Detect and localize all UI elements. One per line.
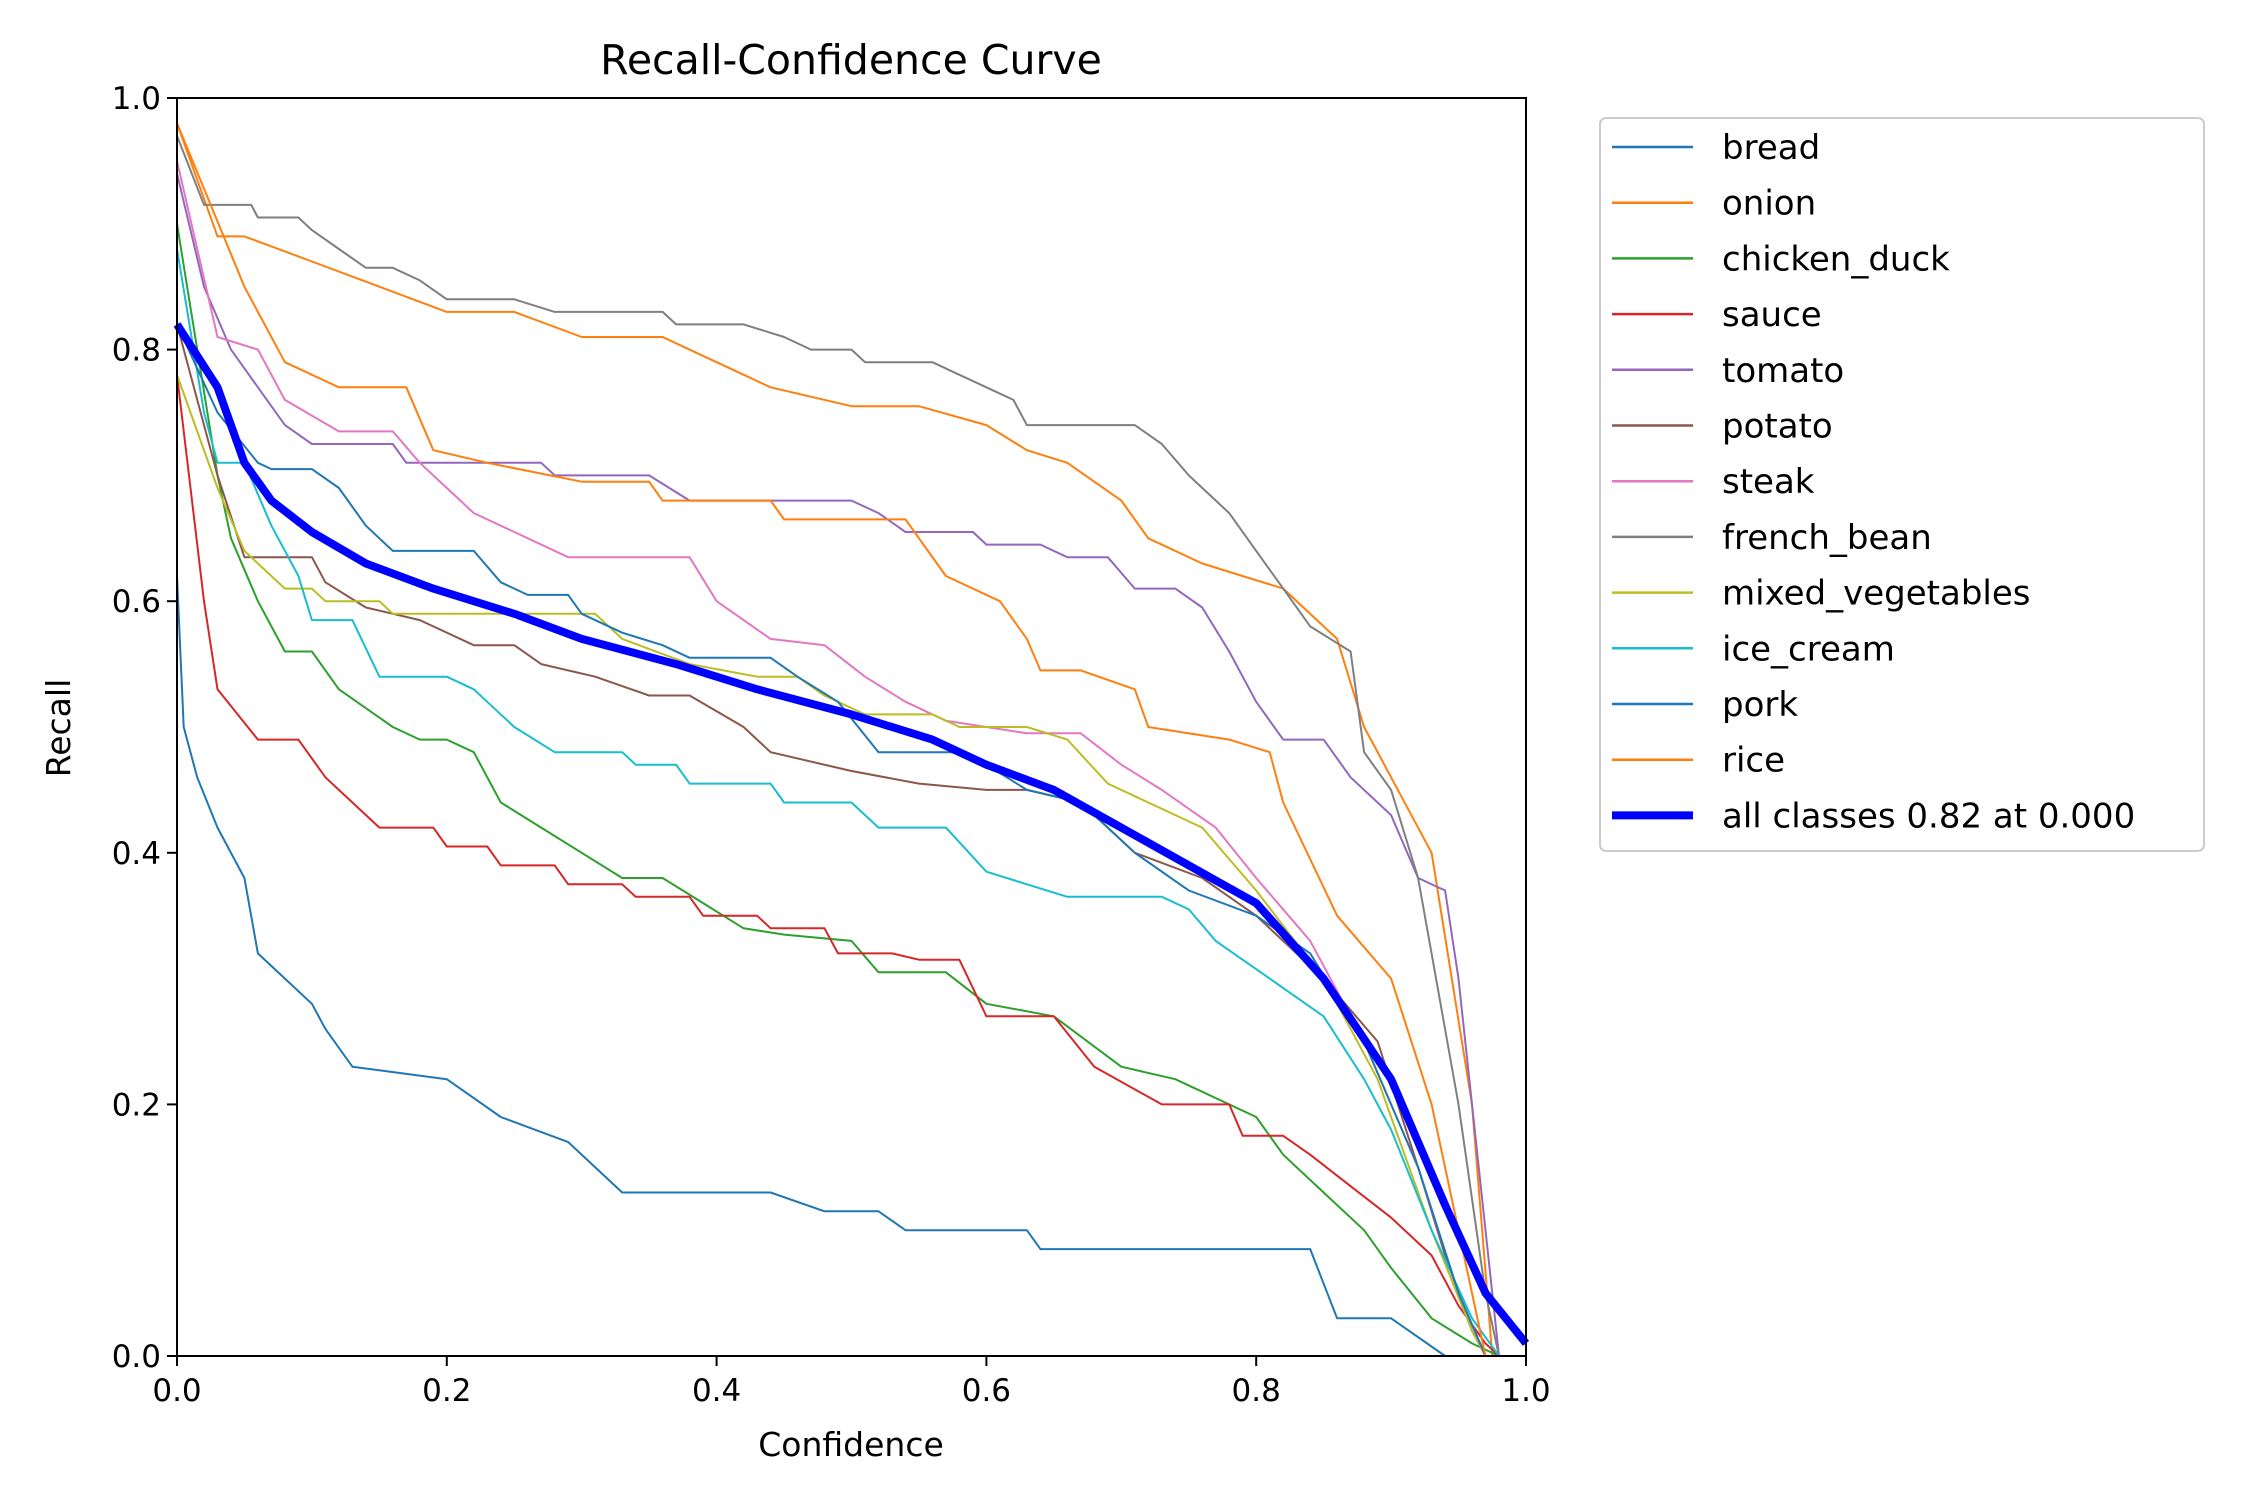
legend-label: rice — [1722, 741, 1785, 781]
x-tick-label: 0.0 — [152, 1373, 201, 1409]
legend-label: sauce — [1722, 295, 1822, 335]
series-line-potato — [176, 324, 1487, 1357]
legend-label: onion — [1722, 184, 1816, 224]
legend-label: mixed_vegetables — [1722, 574, 2031, 614]
series-line-rice — [176, 122, 1487, 1357]
plot-frame — [176, 97, 1527, 1357]
x-tick-label: 1.0 — [1501, 1373, 1550, 1409]
legend-label: all classes 0.82 at 0.000 — [1722, 796, 2135, 836]
series-line-onion — [176, 122, 1494, 1357]
series-line-tomato — [176, 173, 1500, 1357]
series-line-steak — [176, 160, 1487, 1357]
x-tick-label: 0.4 — [692, 1373, 741, 1409]
y-tick-label: 0.6 — [112, 584, 161, 620]
y-tick-label: 0.0 — [112, 1339, 161, 1375]
y-axis-label: Recall — [39, 679, 78, 777]
legend-label: tomato — [1722, 351, 1844, 391]
x-tick-label: 0.6 — [962, 1373, 1011, 1409]
y-tick-label: 0.2 — [112, 1087, 161, 1123]
series-line-mixed-vegetables — [176, 374, 1487, 1357]
legend-label: ice_cream — [1722, 629, 1895, 669]
series-line-ice-cream — [176, 248, 1500, 1357]
legend-label: steak — [1722, 462, 1815, 502]
legend-box — [1599, 117, 2205, 852]
series-line-all-classes-0-82-at-0-000 — [173, 322, 1530, 1346]
y-tick-label: 0.4 — [112, 836, 161, 872]
series-line-bread — [176, 575, 1446, 1357]
legend-label: bread — [1722, 128, 1820, 168]
chart-title: Recall-Confidence Curve — [600, 36, 1102, 84]
x-tick-label: 0.8 — [1232, 1373, 1281, 1409]
y-tick-label: 1.0 — [112, 81, 161, 117]
legend-label: chicken_duck — [1722, 239, 1950, 279]
series-line-sauce — [176, 374, 1500, 1357]
series-line-pork — [176, 323, 1487, 1357]
series-line-chicken-duck — [176, 223, 1500, 1357]
legend-label: pork — [1722, 685, 1798, 725]
series-lines — [173, 122, 1530, 1357]
series-line-french-bean — [176, 135, 1500, 1357]
x-axis-label: Confidence — [758, 1425, 944, 1464]
x-tick-label: 0.2 — [422, 1373, 471, 1409]
y-tick-label: 0.8 — [112, 333, 161, 369]
legend-label: potato — [1722, 407, 1833, 447]
legend-label: french_bean — [1722, 518, 1932, 558]
axis-ticks: 0.0 0.2 0.4 0.6 0.8 1.0 0.0 0.2 0.4 0.6 0.8 1.0 — [112, 81, 1551, 1409]
